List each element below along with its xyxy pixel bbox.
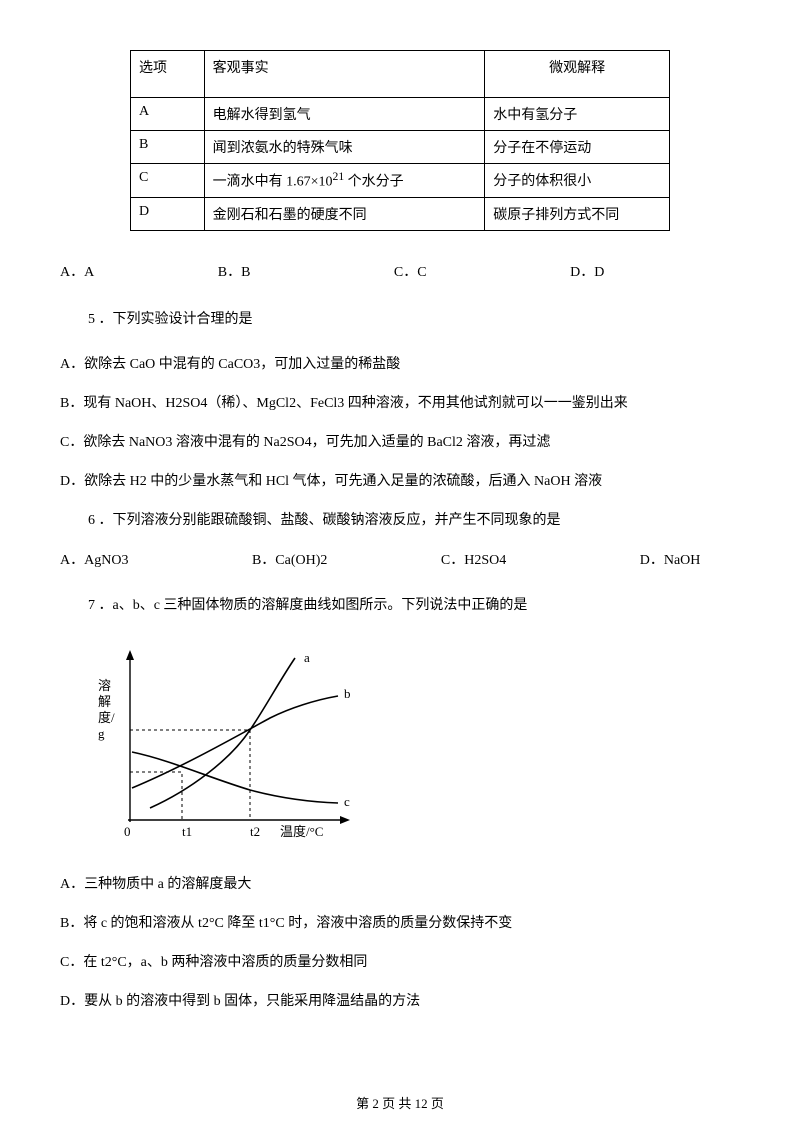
c2-pre: 一滴水中有 1.67×10 — [213, 175, 333, 190]
label-a: a — [304, 650, 310, 665]
q7-opt-b: B．将 c 的饱和溶液从 t2°C 降至 t1°C 时，溶液中溶质的质量分数保持… — [60, 913, 740, 934]
q6-opt-a: A．AgNO3 — [60, 549, 128, 569]
cell-c2: 一滴水中有 1.67×1021 个水分子 — [204, 164, 485, 198]
q5-opt-d: D．欲除去 H2 中的少量水蒸气和 HCl 气体，可先通入足量的浓硫酸，后通入 … — [60, 471, 740, 492]
y-label-2: 解 — [98, 694, 111, 709]
facts-table: 选项 客观事实 微观解释 A 电解水得到氢气 水中有氢分子 B 闻到浓氨水的特殊… — [130, 50, 670, 231]
q5-opt-a: A．欲除去 CaO 中混有的 CaCO3，可加入过量的稀盐酸 — [60, 354, 740, 375]
axes — [126, 650, 350, 824]
y-axis-arrow-icon — [126, 650, 134, 660]
q6-options: A．AgNO3 B．Ca(OH)2 C．H2SO4 D．NaOH — [60, 549, 740, 569]
th-explain: 微观解释 — [485, 51, 670, 98]
x-axis-arrow-icon — [340, 816, 350, 824]
th-fact: 客观事实 — [204, 51, 485, 98]
q6-opt-b: B．Ca(OH)2 — [252, 549, 327, 569]
cell-a1: A — [131, 98, 205, 131]
cell-b3: 分子在不停运动 — [485, 131, 670, 164]
c2-post: 个水分子 — [344, 175, 404, 190]
y-label-3: 度/ — [98, 710, 115, 725]
q4-opt-c: C．C — [394, 261, 427, 281]
q6-stem: 6 ．下列溶液分别能跟硫酸铜、盐酸、碳酸钠溶液反应，并产生不同现象的是 — [60, 510, 740, 531]
q7-opt-c: C．在 t2°C，a、b 两种溶液中溶质的质量分数相同 — [60, 952, 740, 973]
table-row: B 闻到浓氨水的特殊气味 分子在不停运动 — [131, 131, 670, 164]
tick-t2: t2 — [250, 824, 260, 839]
solubility-chart: 溶 解 度/ g a b c 0 t1 t2 温度/°C — [80, 640, 740, 850]
q4-opt-b: B．B — [218, 261, 251, 281]
q7-opt-d: D．要从 b 的溶液中得到 b 固体，只能采用降温结晶的方法 — [60, 991, 740, 1012]
label-b: b — [344, 686, 351, 701]
cell-b2: 闻到浓氨水的特殊气味 — [204, 131, 485, 164]
cell-d1: D — [131, 197, 205, 230]
table-row: D 金刚石和石墨的硬度不同 碳原子排列方式不同 — [131, 197, 670, 230]
curve-b — [132, 696, 338, 788]
x-label: 温度/°C — [280, 824, 323, 839]
label-c: c — [344, 794, 350, 809]
tick-t1: t1 — [182, 824, 192, 839]
th-option: 选项 — [131, 51, 205, 98]
cell-b1: B — [131, 131, 205, 164]
cell-a3: 水中有氢分子 — [485, 98, 670, 131]
c2-sup: 21 — [333, 170, 345, 183]
q5-opt-c: C．欲除去 NaNO3 溶液中混有的 Na2SO4，可先加入适量的 BaCl2 … — [60, 432, 740, 453]
q6-opt-c: C．H2SO4 — [441, 549, 506, 569]
q6-opt-d: D．NaOH — [640, 549, 701, 569]
curve-c — [132, 752, 338, 803]
table-row: C 一滴水中有 1.67×1021 个水分子 分子的体积很小 — [131, 164, 670, 198]
page: 选项 客观事实 微观解释 A 电解水得到氢气 水中有氢分子 B 闻到浓氨水的特殊… — [0, 0, 800, 1132]
q4-opt-d: D．D — [570, 261, 604, 281]
dash-t2 — [130, 730, 250, 820]
q7-stem: 7 ．a、b、c 三种固体物质的溶解度曲线如图所示。下列说法中正确的是 — [60, 595, 740, 616]
q5-stem: 5 ．下列实验设计合理的是 — [60, 309, 740, 330]
chart-svg: 溶 解 度/ g a b c 0 t1 t2 温度/°C — [80, 640, 370, 850]
origin-label: 0 — [124, 824, 131, 839]
q7-opt-a: A．三种物质中 a 的溶解度最大 — [60, 874, 740, 895]
page-footer: 第 2 页 共 12 页 — [0, 1093, 800, 1112]
cell-a2: 电解水得到氢气 — [204, 98, 485, 131]
cell-d2: 金刚石和石墨的硬度不同 — [204, 197, 485, 230]
y-label-1: 溶 — [98, 678, 111, 693]
q4-options: A．A B．B C．C D．D — [60, 261, 740, 281]
table-header-row: 选项 客观事实 微观解释 — [131, 51, 670, 98]
cell-c3: 分子的体积很小 — [485, 164, 670, 198]
cell-d3: 碳原子排列方式不同 — [485, 197, 670, 230]
q4-opt-a: A．A — [60, 261, 94, 281]
curve-a — [150, 658, 295, 808]
table-row: A 电解水得到氢气 水中有氢分子 — [131, 98, 670, 131]
q5-opt-b: B．现有 NaOH、H2SO4（稀）、MgCl2、FeCl3 四种溶液，不用其他… — [60, 393, 740, 414]
cell-c1: C — [131, 164, 205, 198]
y-label-4: g — [98, 726, 105, 741]
